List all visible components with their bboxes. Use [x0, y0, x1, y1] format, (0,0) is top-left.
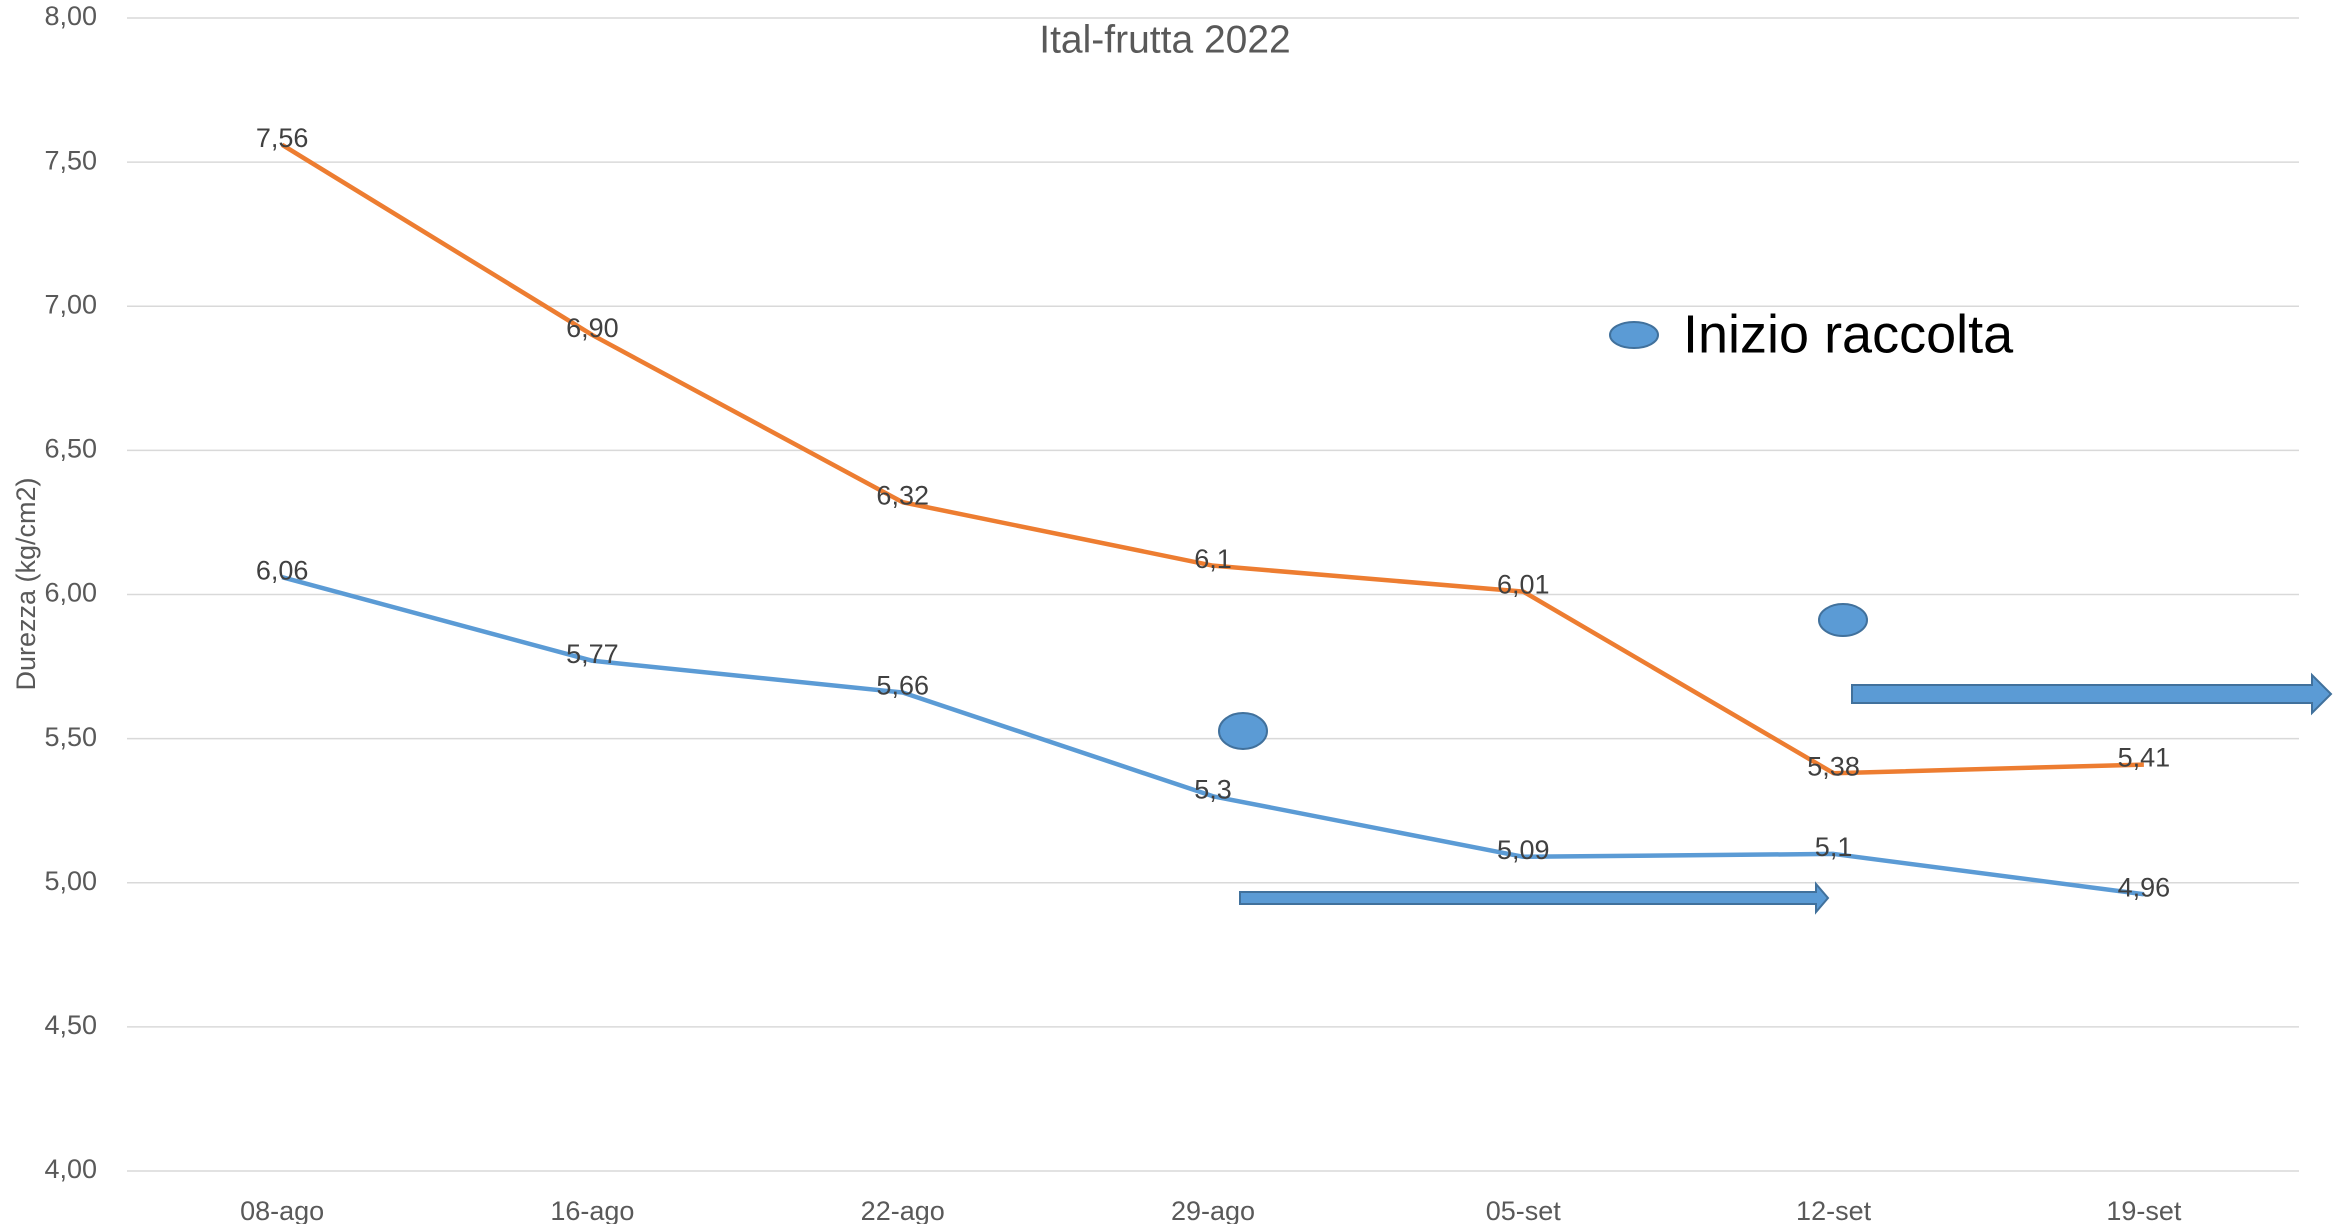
y-tick-label: 4,50 — [44, 1010, 97, 1040]
y-tick-label: 8,00 — [44, 1, 97, 31]
x-tick-label: 08-ago — [240, 1196, 324, 1224]
chart-title: Ital-frutta 2022 — [1039, 18, 1290, 61]
y-tick-label: 5,50 — [44, 722, 97, 752]
data-label: 6,06 — [256, 555, 309, 585]
x-tick-label: 12-set — [1796, 1196, 1872, 1224]
y-axis-title: Durezza (kg/cm2) — [11, 477, 41, 690]
data-label: 4,96 — [2118, 872, 2171, 902]
x-tick-label: 16-ago — [550, 1196, 634, 1224]
y-tick-label: 7,00 — [44, 289, 97, 319]
annotation: Inizio raccolta — [1683, 304, 2014, 364]
x-tick-label: 29-ago — [1171, 1196, 1255, 1224]
data-label: 5,38 — [1807, 751, 1860, 781]
data-label: 5,66 — [876, 671, 929, 701]
data-label: 6,90 — [566, 313, 619, 343]
marker-circle — [1818, 603, 1868, 637]
x-tick-label: 05-set — [1486, 1196, 1562, 1224]
arrow — [1239, 881, 1830, 915]
data-label: 6,01 — [1497, 570, 1550, 600]
data-label: 5,41 — [2118, 743, 2171, 773]
y-tick-label: 5,00 — [44, 866, 97, 896]
y-tick-label: 6,00 — [44, 578, 97, 608]
marker-circle — [1218, 712, 1268, 750]
legend-marker — [1609, 321, 1659, 349]
y-tick-label: 6,50 — [44, 434, 97, 464]
series-line — [280, 142, 2144, 776]
series-line — [281, 575, 2145, 897]
data-label: 5,3 — [1194, 774, 1232, 804]
x-tick-label: 19-set — [2106, 1196, 2182, 1224]
data-label: 6,32 — [876, 480, 929, 510]
data-label: 7,56 — [256, 123, 309, 153]
y-tick-label: 4,00 — [44, 1154, 97, 1184]
x-tick-label: 22-ago — [861, 1196, 945, 1224]
y-tick-label: 7,50 — [44, 145, 97, 175]
data-label: 5,09 — [1497, 835, 1550, 865]
arrow — [1851, 672, 2333, 716]
data-label: 5,1 — [1815, 832, 1853, 862]
data-label: 6,1 — [1194, 544, 1232, 574]
data-label: 5,77 — [566, 639, 619, 669]
